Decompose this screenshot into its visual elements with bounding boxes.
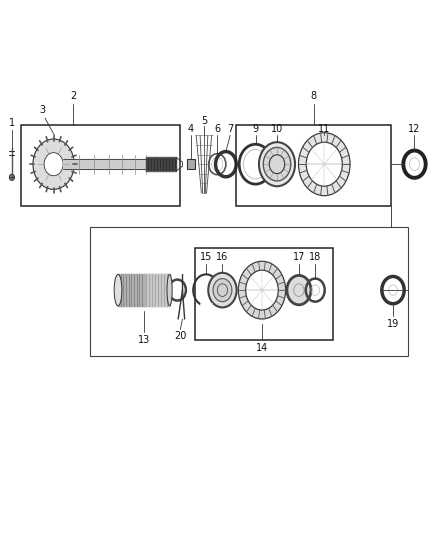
Text: 12: 12: [408, 124, 420, 133]
Text: 3: 3: [40, 105, 46, 115]
Circle shape: [259, 142, 295, 186]
Text: 16: 16: [216, 252, 229, 262]
Text: 1: 1: [9, 118, 15, 128]
Text: 7: 7: [227, 124, 233, 134]
Circle shape: [287, 276, 311, 305]
Text: 4: 4: [188, 124, 194, 133]
Bar: [118, 274, 170, 306]
Text: 11: 11: [318, 124, 330, 134]
Polygon shape: [299, 133, 350, 196]
Text: 5: 5: [201, 116, 207, 126]
Text: 13: 13: [138, 335, 150, 345]
Text: 8: 8: [311, 91, 317, 101]
Text: 19: 19: [387, 319, 399, 329]
Text: 17: 17: [293, 252, 305, 262]
Circle shape: [208, 273, 237, 308]
Text: 9: 9: [252, 124, 258, 134]
Circle shape: [213, 279, 232, 302]
Polygon shape: [238, 261, 286, 319]
Circle shape: [44, 152, 63, 176]
Text: 2: 2: [70, 91, 76, 101]
Circle shape: [208, 154, 226, 175]
Ellipse shape: [167, 274, 172, 306]
Text: 14: 14: [256, 343, 268, 353]
Ellipse shape: [114, 274, 122, 306]
Text: 20: 20: [174, 332, 187, 341]
Bar: [236, 125, 391, 206]
Text: 18: 18: [309, 252, 321, 262]
Circle shape: [9, 174, 14, 181]
Bar: [90, 227, 408, 356]
Circle shape: [33, 139, 74, 189]
Bar: [195, 248, 333, 340]
Bar: [21, 125, 180, 206]
Text: 15: 15: [200, 252, 212, 262]
Circle shape: [263, 148, 291, 181]
Bar: [187, 159, 195, 169]
Text: 10: 10: [271, 124, 283, 134]
Text: 6: 6: [214, 124, 220, 134]
